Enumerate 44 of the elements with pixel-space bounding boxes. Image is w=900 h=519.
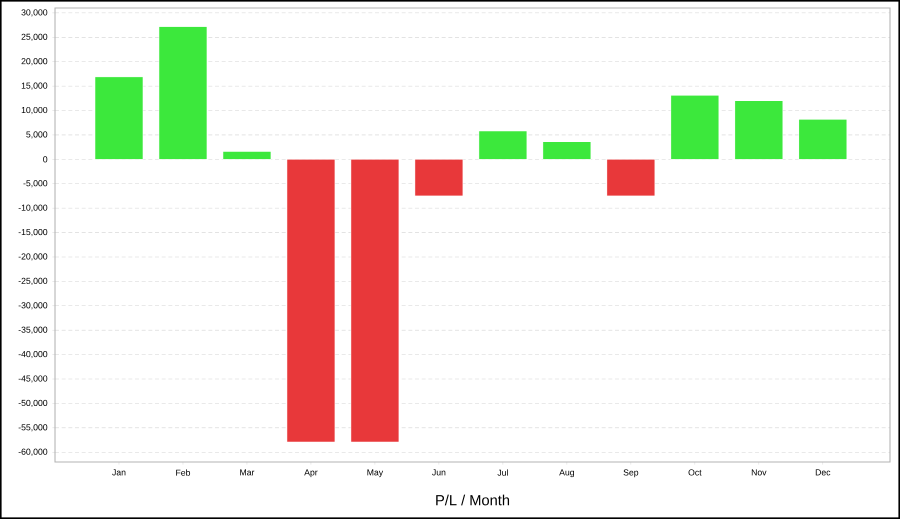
- bar: [350, 159, 400, 442]
- y-tick-label: -30,000: [18, 302, 48, 310]
- y-tick-label: -5,000: [23, 180, 48, 188]
- y-tick-label: -10,000: [18, 204, 48, 212]
- y-tick-label: 10,000: [22, 106, 48, 114]
- bar: [798, 119, 848, 160]
- y-tick-label: -40,000: [18, 351, 48, 358]
- y-tick-label: 30,000: [21, 9, 48, 16]
- x-tick-label: Oct: [688, 469, 702, 476]
- bar: [670, 95, 720, 160]
- x-tick-label: Jan: [112, 469, 126, 476]
- bar: [222, 151, 272, 160]
- y-tick-label: 20,000: [22, 58, 48, 66]
- x-tick-label: Dec: [816, 469, 830, 476]
- y-tick-label: 15,000: [22, 82, 48, 90]
- x-axis-title: P/L / Month: [436, 494, 510, 506]
- bar: [414, 159, 464, 196]
- y-tick-label: -20,000: [18, 253, 48, 261]
- x-tick-label: Feb: [176, 469, 190, 476]
- bar: [478, 130, 528, 160]
- x-tick-label: Apr: [304, 469, 318, 478]
- x-tick-label: May: [367, 469, 384, 478]
- bar: [734, 100, 784, 160]
- y-tick-label: 0: [43, 156, 48, 162]
- bar: [286, 159, 336, 442]
- x-tick-label: Jun: [432, 469, 446, 476]
- x-tick-label: Sep: [624, 469, 638, 478]
- bar: [606, 159, 656, 196]
- y-tick-label: -35,000: [18, 326, 48, 334]
- y-tick-label: -15,000: [18, 228, 48, 236]
- y-tick-label: -60,000: [18, 448, 48, 456]
- y-tick-label: -45,000: [18, 375, 48, 383]
- y-tick-label: -50,000: [18, 400, 48, 407]
- y-tick-label: -55,000: [18, 424, 48, 432]
- y-tick-label: -25,000: [18, 278, 48, 285]
- x-tick-label: Jul: [497, 469, 508, 476]
- x-tick-label: Aug: [559, 469, 574, 478]
- x-tick-label: Nov: [752, 469, 767, 476]
- y-tick-label: 25,000: [22, 34, 48, 41]
- bar: [542, 142, 592, 160]
- bar: [94, 76, 144, 160]
- y-tick-label: 5,000: [26, 131, 48, 139]
- bar: [158, 26, 208, 160]
- x-tick-label: Mar: [240, 469, 254, 476]
